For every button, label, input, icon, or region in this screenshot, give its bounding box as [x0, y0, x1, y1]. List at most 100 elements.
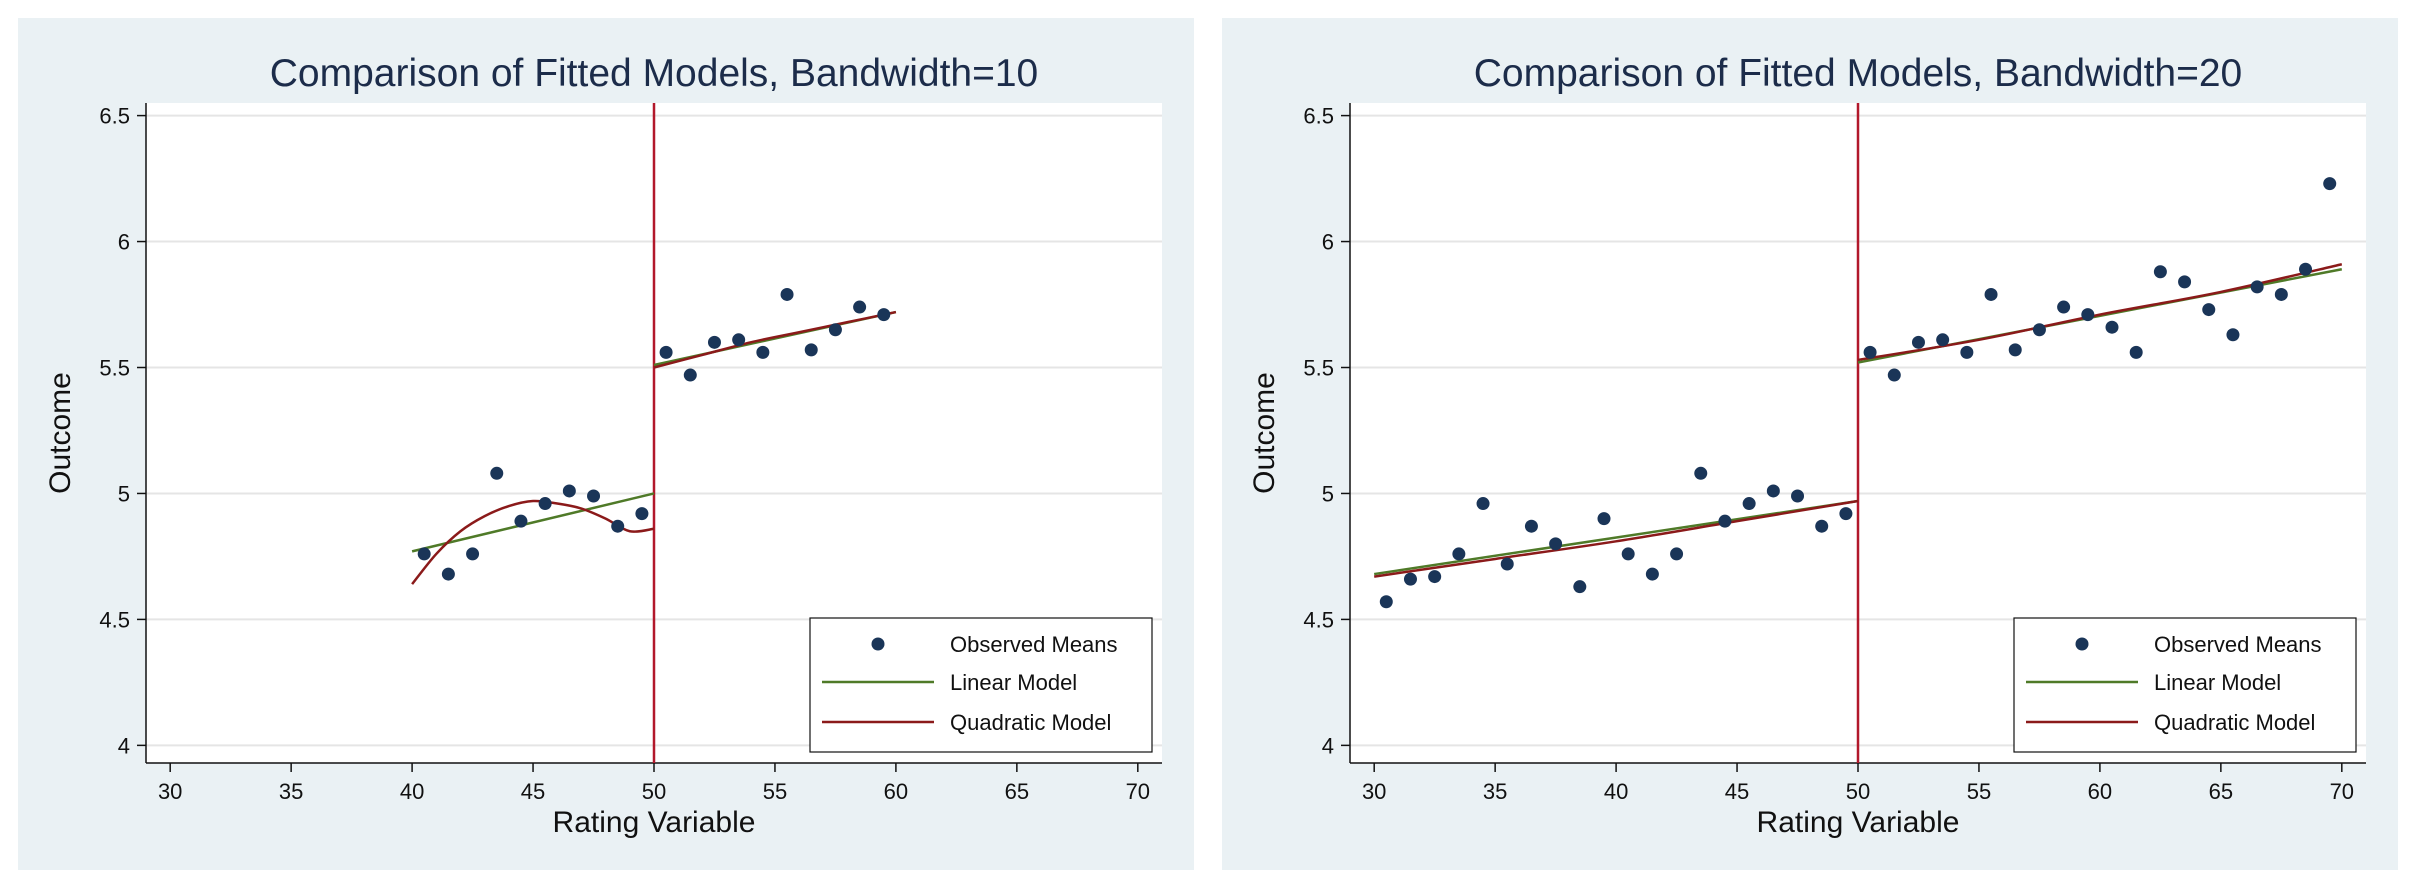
observed-mean-point — [1621, 547, 1635, 561]
observed-mean-point — [1936, 333, 1950, 347]
observed-mean-point — [2274, 287, 2288, 301]
observed-mean-point — [683, 368, 697, 382]
observed-mean-point — [2250, 280, 2264, 294]
y-tick-label: 6.5 — [1303, 104, 1334, 129]
linear-model-line — [411, 492, 655, 553]
observed-mean-point — [707, 335, 721, 349]
chart-title: Comparison of Fitted Models, Bandwidth=2… — [1474, 52, 2243, 95]
observed-mean-point — [1766, 484, 1780, 498]
tick-labels: 4 4.5 5 5.5 6 6.5 30 35 40 45 50 55 60 65 70 — [99, 104, 1150, 804]
observed-mean-point — [441, 567, 455, 581]
x-tick-label: 55 — [1967, 779, 1991, 804]
observed-mean-point — [780, 287, 794, 301]
observed-mean-point — [1452, 547, 1466, 561]
observed-mean-point — [2178, 275, 2192, 289]
observed-mean-point — [1887, 368, 1901, 382]
y-tick-label: 6 — [118, 230, 130, 255]
legend-box — [809, 617, 1153, 753]
observed-mean-point — [635, 507, 649, 521]
observed-mean-point — [490, 466, 504, 480]
observed-mean-point — [2008, 343, 2022, 357]
observed-mean-point — [1428, 570, 1442, 584]
x-tick-label: 60 — [884, 779, 908, 804]
x-axis-label: Rating Variable — [1757, 806, 1960, 839]
y-tick-label: 4.5 — [99, 607, 130, 632]
fitted-lines — [411, 310, 897, 585]
observed-points — [417, 287, 891, 581]
observed-mean-point — [587, 489, 601, 503]
y-tick-label: 4 — [118, 733, 130, 758]
legend-label-linear: Linear Model — [950, 670, 1077, 695]
observed-mean-point — [1718, 514, 1732, 528]
observed-mean-point — [853, 300, 867, 314]
quadratic-model-line — [1374, 499, 1859, 578]
legend: Observed Means Linear Model Quadratic Mo… — [2013, 617, 2357, 753]
observed-mean-point — [2105, 320, 2119, 334]
observed-mean-point — [2202, 303, 2216, 317]
observed-mean-point — [2129, 345, 2143, 359]
observed-mean-point — [756, 345, 770, 359]
observed-mean-point — [1960, 345, 1974, 359]
chart-left-svg: 4 4.5 5 5.5 6 6.5 30 35 40 45 50 55 60 65 70 Compariso… — [44, 52, 1162, 839]
x-tick-label: 65 — [2209, 779, 2233, 804]
x-tick-label: 70 — [2330, 779, 2354, 804]
x-tick-label: 65 — [1005, 779, 1029, 804]
observed-mean-point — [1403, 572, 1417, 586]
legend-label-observed: Observed Means — [950, 632, 1118, 657]
observed-mean-point — [1524, 519, 1538, 533]
observed-mean-point — [732, 333, 746, 347]
y-tick-label: 6.5 — [99, 104, 130, 129]
x-tick-label: 50 — [1846, 779, 1870, 804]
y-axis-label: Outcome — [44, 372, 77, 494]
x-tick-label: 35 — [1483, 779, 1507, 804]
observed-mean-point — [2057, 300, 2071, 314]
observed-mean-point — [538, 497, 552, 511]
observed-mean-point — [1742, 497, 1756, 511]
observed-mean-point — [1500, 557, 1514, 571]
y-tick-label: 4.5 — [1303, 607, 1334, 632]
y-axis-label: Outcome — [1248, 372, 1281, 494]
x-tick-label: 55 — [763, 779, 787, 804]
x-tick-label: 60 — [2088, 779, 2112, 804]
observed-mean-point — [804, 343, 818, 357]
observed-mean-point — [417, 547, 431, 561]
x-tick-label: 35 — [279, 779, 303, 804]
legend-marker-observed — [871, 637, 885, 651]
observed-mean-point — [1670, 547, 1684, 561]
x-tick-label: 50 — [642, 779, 666, 804]
observed-mean-point — [2032, 323, 2046, 337]
observed-mean-point — [1839, 507, 1853, 521]
legend-marker-observed — [2075, 637, 2089, 651]
observed-mean-point — [562, 484, 576, 498]
x-tick-label: 40 — [400, 779, 424, 804]
observed-mean-point — [2153, 265, 2167, 279]
y-tick-label: 5.5 — [1303, 356, 1334, 381]
observed-mean-point — [2081, 308, 2095, 322]
chart-right-svg: 4 4.5 5 5.5 6 6.5 30 35 40 45 50 55 60 65 70 Compariso… — [1248, 52, 2366, 839]
x-axis-label: Rating Variable — [553, 806, 756, 839]
tick-labels: 4 4.5 5 5.5 6 6.5 30 35 40 45 50 55 60 65 70 — [1303, 104, 2354, 804]
observed-mean-point — [514, 514, 528, 528]
y-tick-label: 5 — [118, 481, 130, 506]
observed-mean-point — [1984, 287, 1998, 301]
y-tick-label: 4 — [1322, 733, 1334, 758]
x-tick-label: 30 — [158, 779, 182, 804]
observed-mean-point — [2299, 262, 2313, 276]
observed-mean-point — [1863, 345, 1877, 359]
legend-label-linear: Linear Model — [2154, 670, 2281, 695]
observed-mean-point — [611, 519, 625, 533]
x-tick-label: 45 — [1725, 779, 1749, 804]
y-tick-label: 5.5 — [99, 356, 130, 381]
y-tick-label: 6 — [1322, 230, 1334, 255]
x-tick-label: 70 — [1126, 779, 1150, 804]
legend: Observed Means Linear Model Quadratic Mo… — [809, 617, 1153, 753]
legend-box — [2013, 617, 2357, 753]
y-tick-label: 5 — [1322, 481, 1334, 506]
chart-panel-right: 4 4.5 5 5.5 6 6.5 30 35 40 45 50 55 60 65 70 Compariso… — [1222, 18, 2398, 870]
legend-label-quadratic: Quadratic Model — [2154, 710, 2315, 735]
observed-mean-point — [828, 323, 842, 337]
observed-mean-point — [1597, 512, 1611, 526]
observed-mean-point — [1573, 580, 1587, 594]
x-tick-label: 40 — [1604, 779, 1628, 804]
observed-mean-point — [659, 345, 673, 359]
